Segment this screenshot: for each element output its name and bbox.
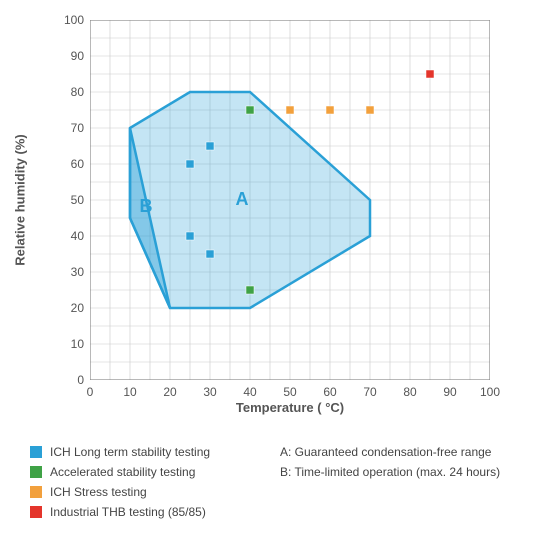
marker-ich_stress xyxy=(286,106,294,114)
ytick: 20 xyxy=(71,301,84,315)
ytick: 10 xyxy=(71,337,84,351)
xtick: 90 xyxy=(443,385,456,399)
marker-ich_longterm xyxy=(186,160,194,168)
marker-ich_stress xyxy=(366,106,374,114)
xtick: 0 xyxy=(87,385,94,399)
marker-accelerated xyxy=(246,286,254,294)
marker-ich_longterm xyxy=(206,142,214,150)
marker-ich_longterm xyxy=(206,250,214,258)
xtick: 10 xyxy=(123,385,136,399)
marker-ich_stress xyxy=(326,106,334,114)
legend-label: ICH Long term stability testing xyxy=(50,445,210,459)
legend-region-B: B: Time-limited operation (max. 24 hours… xyxy=(280,465,530,479)
xtick: 80 xyxy=(403,385,416,399)
legend-item-thb: Industrial THB testing (85/85) xyxy=(30,505,280,519)
y-axis-label: Relative humidity (%) xyxy=(13,134,28,265)
chart-area: AB 0102030405060708090100010203040506070… xyxy=(90,20,490,380)
legend-label: Industrial THB testing (85/85) xyxy=(50,505,206,519)
ytick: 80 xyxy=(71,85,84,99)
legend-swatch xyxy=(30,486,42,498)
legend-item-accelerated: Accelerated stability testing xyxy=(30,465,280,479)
ytick: 60 xyxy=(71,157,84,171)
xtick: 100 xyxy=(480,385,500,399)
ytick: 0 xyxy=(77,373,84,387)
xtick: 70 xyxy=(363,385,376,399)
xtick: 50 xyxy=(283,385,296,399)
xtick: 60 xyxy=(323,385,336,399)
ytick: 40 xyxy=(71,229,84,243)
legend-item-ich_longterm: ICH Long term stability testing xyxy=(30,445,280,459)
chart-wrap: Relative humidity (%) AB 010203040506070… xyxy=(0,0,550,550)
ytick: 90 xyxy=(71,49,84,63)
ytick: 100 xyxy=(64,13,84,27)
legend-label: Accelerated stability testing xyxy=(50,465,195,479)
marker-ich_longterm xyxy=(186,232,194,240)
legend-swatch xyxy=(30,446,42,458)
legend-region-column: A: Guaranteed condensation-free range B: … xyxy=(280,445,530,525)
legend-region-text: A: Guaranteed condensation-free range xyxy=(280,445,491,459)
xtick: 30 xyxy=(203,385,216,399)
legend-label: ICH Stress testing xyxy=(50,485,147,499)
x-axis-label: Temperature ( °C) xyxy=(90,400,490,415)
legend-item-ich_stress: ICH Stress testing xyxy=(30,485,280,499)
ytick: 70 xyxy=(71,121,84,135)
plot-svg: AB xyxy=(90,20,490,380)
legend-region-A: A: Guaranteed condensation-free range xyxy=(280,445,530,459)
legend-swatch xyxy=(30,466,42,478)
ytick: 30 xyxy=(71,265,84,279)
region-label-B: B xyxy=(140,196,153,216)
legend-region-text: B: Time-limited operation (max. 24 hours… xyxy=(280,465,500,479)
region-label-A: A xyxy=(236,189,249,209)
marker-accelerated xyxy=(246,106,254,114)
ytick: 50 xyxy=(71,193,84,207)
xtick: 20 xyxy=(163,385,176,399)
xtick: 40 xyxy=(243,385,256,399)
marker-thb xyxy=(426,70,434,78)
legend: ICH Long term stability testing Accelerat… xyxy=(30,445,530,525)
legend-swatch xyxy=(30,506,42,518)
legend-series-column: ICH Long term stability testing Accelerat… xyxy=(30,445,280,525)
